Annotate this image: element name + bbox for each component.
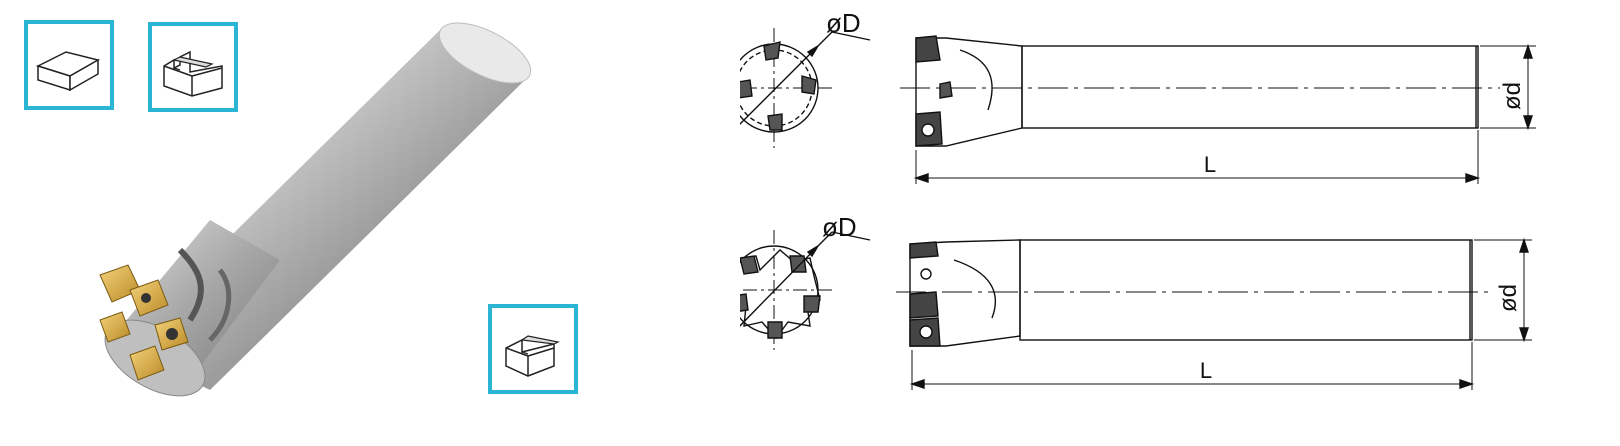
bottom-end-diameter-label: øD xyxy=(822,212,857,242)
top-end-view xyxy=(740,28,871,148)
end-mill-photo xyxy=(99,22,532,397)
technical-drawings: øD xyxy=(740,8,1536,390)
face-milling-icon xyxy=(36,51,100,92)
shoulder-milling-icon-box xyxy=(488,304,578,394)
slotting-icon xyxy=(163,50,223,97)
shoulder-milling-icon xyxy=(505,335,560,377)
face-milling-icon-box xyxy=(24,20,114,110)
slotting-icon-box xyxy=(148,22,238,112)
bottom-shank-diameter-label: ød xyxy=(1495,284,1522,312)
top-shank-diameter-label: ød xyxy=(1499,82,1526,110)
top-end-diameter-label: øD xyxy=(826,8,861,38)
top-side-view xyxy=(900,35,1500,147)
bottom-side-view xyxy=(896,239,1492,347)
bottom-length-label: L xyxy=(1200,358,1212,383)
bottom-end-view xyxy=(740,230,871,350)
top-length-label: L xyxy=(1204,152,1216,177)
